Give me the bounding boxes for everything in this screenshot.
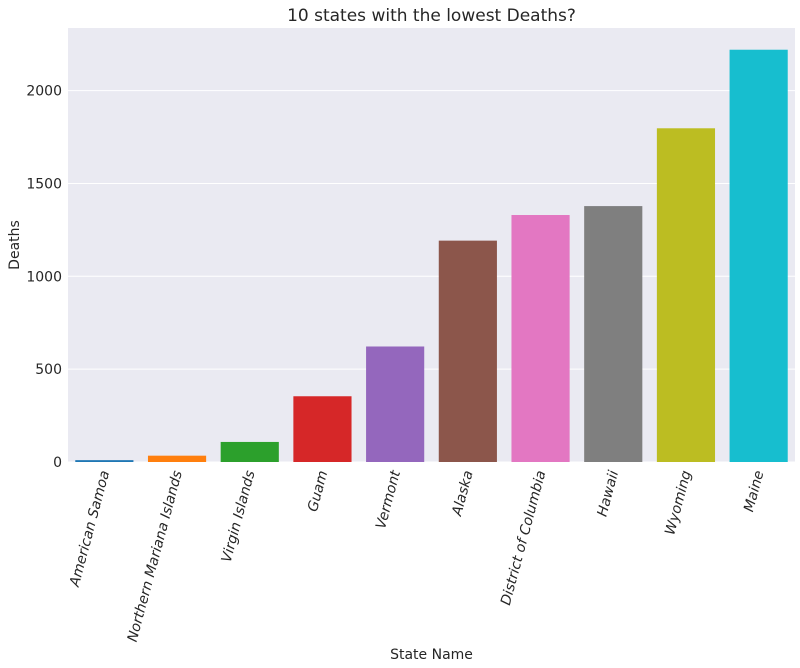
x-tick-label: Virgin Islands — [219, 469, 259, 564]
chart-title: 10 states with the lowest Deaths? — [287, 6, 576, 26]
bar — [293, 396, 352, 462]
bar — [147, 455, 207, 462]
x-tick-label: Wyoming — [662, 469, 695, 537]
bar — [75, 460, 134, 462]
y-tick-label: 2000 — [26, 84, 62, 100]
x-axis-label: State Name — [390, 647, 473, 663]
bar — [366, 346, 425, 462]
bar — [220, 441, 279, 462]
bar — [511, 215, 570, 462]
x-tick-label: Guam — [305, 469, 331, 514]
x-tick-label: District of Columbia — [498, 469, 549, 607]
y-axis-label: Deaths — [7, 220, 23, 270]
y-tick-label: 0 — [53, 455, 62, 471]
x-axis-ticks: American Samoa Northern Mariana Islands Vi… — [67, 468, 768, 643]
x-tick-label: Maine — [741, 469, 767, 514]
bar — [584, 206, 643, 462]
x-tick-label: American Samoa — [67, 469, 114, 589]
x-tick-label: Alaska — [449, 469, 477, 519]
bars — [75, 49, 788, 463]
x-tick-label: Northern Mariana Islands — [125, 469, 186, 644]
x-tick-label: Vermont — [373, 468, 404, 530]
bar — [656, 128, 716, 462]
x-tick-label: Hawaii — [595, 469, 623, 519]
bar — [438, 240, 497, 462]
y-tick-label: 500 — [35, 362, 62, 378]
bar — [729, 49, 788, 463]
y-axis-ticks: 0 500 1000 1500 2000 — [26, 84, 62, 471]
y-tick-label: 1500 — [26, 176, 62, 192]
y-tick-label: 1000 — [26, 269, 62, 285]
